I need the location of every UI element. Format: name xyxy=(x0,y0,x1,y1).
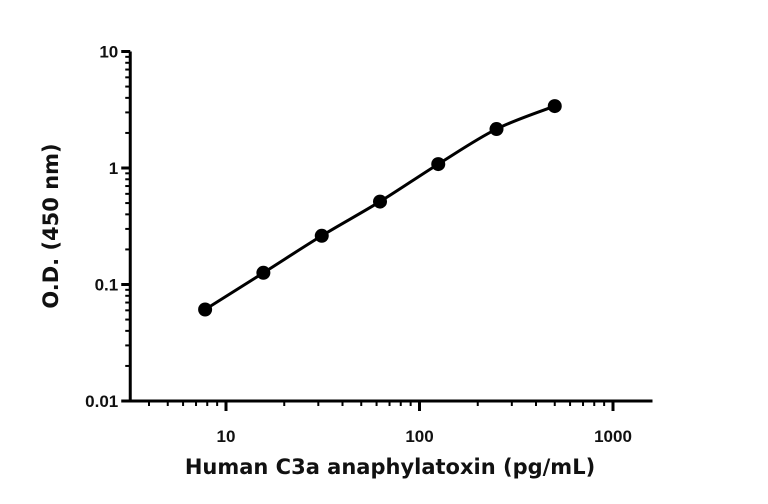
data-point xyxy=(489,122,504,137)
y-tick-label: 10 xyxy=(99,43,118,62)
data-point xyxy=(373,194,388,209)
x-tick-label: 1000 xyxy=(594,427,632,446)
data-points xyxy=(198,99,562,317)
data-point xyxy=(256,265,271,280)
x-tick-label: 10 xyxy=(217,427,236,446)
y-tick-label: 0.1 xyxy=(95,276,119,295)
x-tick-label: 100 xyxy=(405,427,433,446)
data-point xyxy=(431,157,446,172)
x-axis: 10 100 1000 xyxy=(128,399,653,446)
y-axis-title: O.D. (450 nm) xyxy=(39,143,63,308)
data-point xyxy=(198,302,213,317)
y-axis: 0.01 0.1 1 10 xyxy=(85,43,132,411)
x-axis-title: Human C3a anaphylatoxin (pg/mL) xyxy=(185,455,595,479)
y-tick-label: 1 xyxy=(109,159,118,178)
data-point xyxy=(547,99,562,114)
y-tick-label: 0.01 xyxy=(85,392,118,411)
data-point xyxy=(314,228,329,243)
